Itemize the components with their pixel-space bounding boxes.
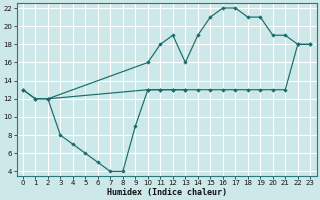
X-axis label: Humidex (Indice chaleur): Humidex (Indice chaleur) [107,188,227,197]
